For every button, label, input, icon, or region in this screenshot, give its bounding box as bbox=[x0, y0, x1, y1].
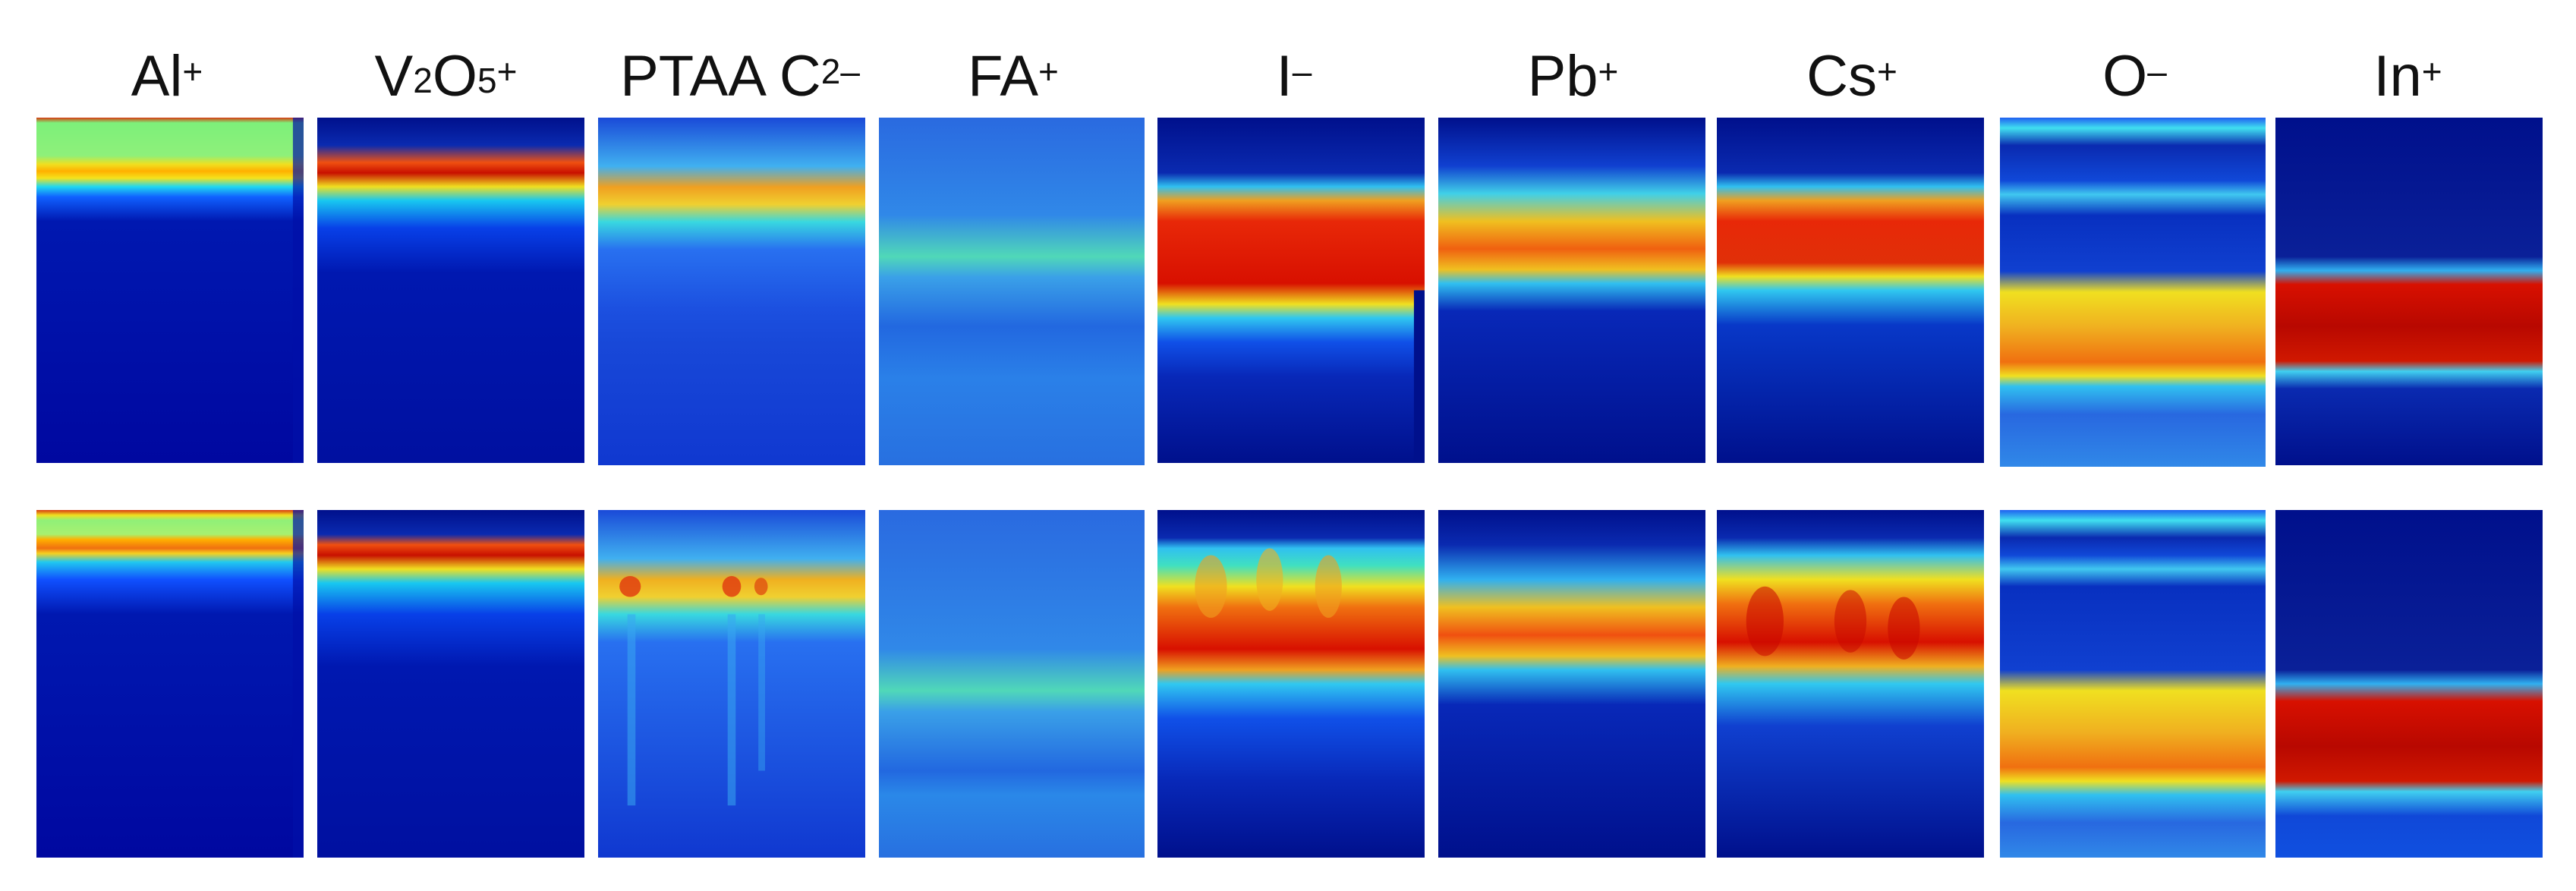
map-o-top bbox=[2000, 118, 2266, 467]
label-fa: FA + bbox=[968, 43, 1059, 109]
map-fa-bottom bbox=[879, 510, 1145, 858]
map-al-top bbox=[36, 118, 304, 463]
map-v2o5-top bbox=[317, 118, 584, 463]
map-o-bottom bbox=[2000, 510, 2266, 858]
label-ptaa: PTAA C 2– bbox=[620, 43, 860, 109]
label-pb: Pb + bbox=[1527, 43, 1619, 109]
map-fa-top bbox=[879, 118, 1145, 465]
label-i: I – bbox=[1276, 43, 1312, 109]
label-o: O – bbox=[2102, 43, 2167, 109]
map-ptaa-bottom bbox=[598, 510, 865, 858]
map-cs-top bbox=[1717, 118, 1984, 463]
map-i-bottom bbox=[1157, 510, 1425, 858]
map-cs-bottom bbox=[1717, 510, 1984, 858]
label-v2o5: V 2 O 5 + bbox=[374, 43, 518, 109]
map-al-bottom bbox=[36, 510, 304, 858]
map-i-top bbox=[1157, 118, 1425, 463]
map-in-top bbox=[2275, 118, 2543, 465]
map-ptaa-top bbox=[598, 118, 865, 465]
label-cs: Cs + bbox=[1806, 43, 1897, 109]
map-pb-bottom bbox=[1438, 510, 1705, 858]
map-pb-top bbox=[1438, 118, 1705, 463]
label-in: In + bbox=[2373, 43, 2442, 109]
map-v2o5-bottom bbox=[317, 510, 584, 858]
label-al: Al + bbox=[131, 43, 203, 109]
map-in-bottom bbox=[2275, 510, 2543, 858]
